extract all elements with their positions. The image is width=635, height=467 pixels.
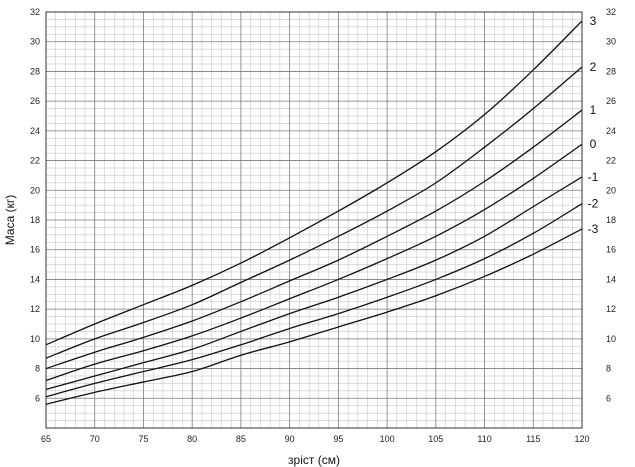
y-tick-label-right: 24 (606, 126, 616, 136)
x-tick-label: 65 (41, 434, 51, 444)
x-tick-label: 105 (428, 434, 443, 444)
y-tick-label-right: 28 (606, 66, 616, 76)
y-tick-label-left: 10 (30, 334, 40, 344)
y-tick-label-right: 26 (606, 96, 616, 106)
series-line--2 (45, 203, 583, 398)
x-axis-title: зріст (см) (288, 453, 340, 467)
x-tick-label: 100 (380, 434, 395, 444)
y-tick-label-right: 30 (606, 37, 616, 47)
series-label-0: 0 (590, 137, 597, 151)
plot-frame (45, 11, 583, 429)
series-line--1 (45, 176, 583, 390)
series-lines (45, 20, 583, 405)
y-tick-label-left: 30 (30, 37, 40, 47)
x-tick-label: 95 (333, 434, 343, 444)
x-tick-label: 80 (187, 434, 197, 444)
y-tick-label-right: 10 (606, 334, 616, 344)
grid-major (45, 11, 583, 429)
series-labels: 3 2 1 0 -1 -2 -3 (588, 14, 599, 236)
y-tick-label-right: 14 (606, 274, 616, 284)
y-tick-label-right: 32 (606, 7, 616, 17)
y-tick-label-right: 18 (606, 215, 616, 225)
series-line-3 (45, 20, 583, 346)
x-tick-label: 120 (574, 434, 589, 444)
y-tick-label-right: 16 (606, 245, 616, 255)
x-tick-label: 115 (526, 434, 540, 444)
series-label--1: -1 (588, 170, 599, 184)
y-tick-labels-left: 6 8 10 12 14 16 18 20 22 24 26 28 30 32 (30, 7, 40, 403)
y-tick-label-right: 22 (606, 156, 616, 166)
y-tick-label-left: 14 (30, 274, 40, 284)
x-tick-label: 110 (477, 434, 491, 444)
series-label--3: -3 (588, 222, 599, 236)
y-tick-label-right: 8 (606, 364, 611, 374)
series-label-2: 2 (590, 60, 597, 74)
y-tick-label-left: 24 (30, 126, 40, 136)
x-tick-label: 70 (90, 434, 100, 444)
y-tick-label-left: 22 (30, 156, 40, 166)
y-tick-label-left: 18 (30, 215, 40, 225)
y-tick-label-left: 6 (35, 393, 40, 403)
series-line-1 (45, 109, 583, 370)
y-tick-label-left: 28 (30, 66, 40, 76)
y-tick-label-left: 12 (30, 304, 40, 314)
y-tick-labels-right: 6 8 10 12 14 16 18 20 22 24 26 28 30 32 (606, 7, 616, 403)
y-tick-label-right: 12 (606, 304, 616, 314)
y-tick-label-left: 8 (35, 364, 40, 374)
y-axis-title: Маса (кг) (3, 195, 17, 245)
x-tick-label: 90 (285, 434, 295, 444)
x-tick-label: 75 (138, 434, 148, 444)
series-line-2 (45, 66, 583, 359)
y-tick-label-left: 32 (30, 7, 40, 17)
y-tick-label-left: 16 (30, 245, 40, 255)
y-tick-label-left: 26 (30, 96, 40, 106)
y-tick-label-right: 20 (606, 185, 616, 195)
series-line-0 (45, 143, 583, 382)
series-line--3 (45, 228, 583, 405)
x-tick-labels: 65 70 75 80 85 90 95 100 105 110 115 120 (41, 434, 590, 444)
y-tick-label-left: 20 (30, 185, 40, 195)
series-label-1: 1 (590, 103, 597, 117)
x-tick-label: 85 (236, 434, 246, 444)
series-label--2: -2 (588, 197, 599, 211)
series-label-3: 3 (590, 14, 597, 28)
y-tick-label-right: 6 (606, 393, 611, 403)
